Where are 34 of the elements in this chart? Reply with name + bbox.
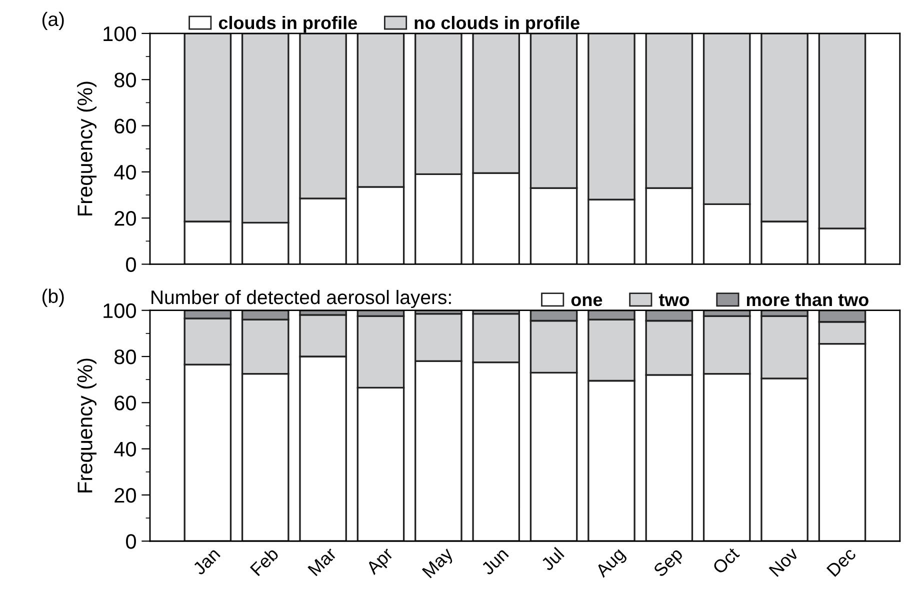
x-tick-label: Dec [826,546,857,578]
x-tick-label: Feb [249,546,280,576]
y-axis-title: Frequency (%) [77,82,96,216]
legend-label: two [658,294,690,306]
y-axis-title: Frequency (%) [77,358,96,492]
x-tick-label: May [422,546,456,581]
chart-title: (b) [42,288,64,307]
y-tick-label: 60 [114,118,136,134]
chart-title: (a) [42,12,64,30]
y-tick-label: 80 [114,350,136,364]
x-tick-label: Oct [712,546,740,575]
legend-label: no clouds in profile [414,16,580,33]
y-tick-label: 0 [126,534,136,549]
x-tick-label: Aug [594,547,628,581]
y-tick-label: 60 [114,396,136,410]
x-tick-label: Jun [480,547,509,576]
x-tick-label: Mar [308,546,338,576]
legend-label: more than two [746,292,868,306]
y-tick-label: 40 [114,442,136,457]
x-tick-label: Sep [652,546,686,580]
legend-label: clouds in profile [218,16,357,33]
y-tick-label: 40 [114,164,136,180]
y-tick-label: 20 [114,488,136,503]
x-tick-label: Jan [192,547,221,576]
y-tick-label: 0 [126,257,136,272]
y-tick-label: 20 [114,211,136,226]
y-tick-label: 80 [114,72,136,88]
x-tick-label: Nov [768,546,800,578]
legend-label: one [571,296,602,306]
y-tick-label: 100 [104,303,136,318]
y-tick-label: 100 [104,26,136,42]
legend-title: Number of detected aerosol layers: [152,290,451,308]
x-tick-label: Jul [540,546,565,572]
x-tick-label: Apr [365,546,396,578]
